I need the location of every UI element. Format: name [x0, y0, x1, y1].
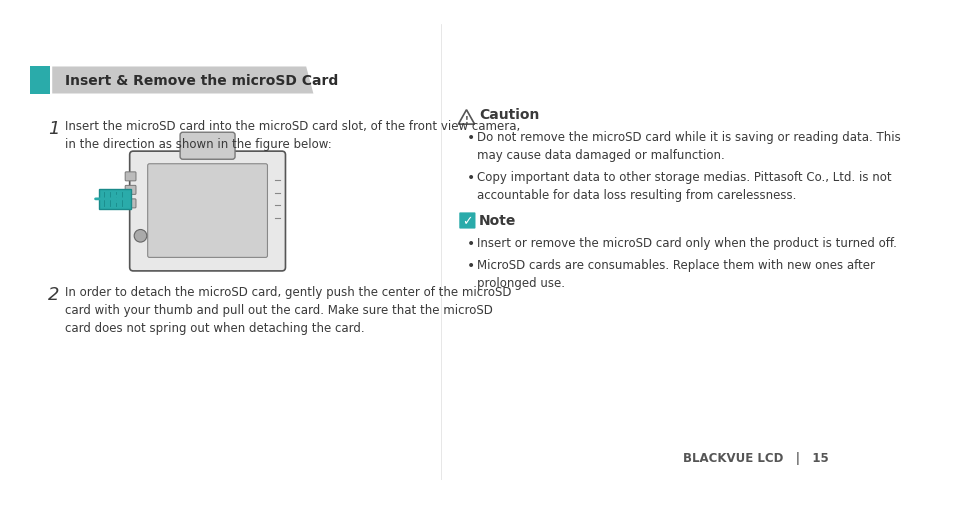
Polygon shape — [52, 67, 313, 94]
Text: Copy important data to other storage medias. Pittasoft Co., Ltd. is not
accounta: Copy important data to other storage med… — [476, 171, 891, 201]
FancyBboxPatch shape — [148, 165, 267, 258]
FancyBboxPatch shape — [125, 199, 136, 209]
Text: ✓: ✓ — [461, 215, 472, 228]
Circle shape — [134, 230, 147, 242]
Text: •: • — [466, 236, 475, 250]
FancyBboxPatch shape — [125, 173, 136, 181]
FancyBboxPatch shape — [458, 213, 475, 229]
Text: BLACKVUE LCD   |   15: BLACKVUE LCD | 15 — [682, 451, 827, 464]
FancyBboxPatch shape — [180, 133, 234, 160]
Text: !: ! — [464, 116, 468, 125]
Text: Insert & Remove the microSD Card: Insert & Remove the microSD Card — [65, 74, 337, 88]
Text: In order to detach the microSD card, gently push the center of the microSD
card : In order to detach the microSD card, gen… — [65, 286, 511, 335]
Text: Insert the microSD card into the microSD card slot, of the front view camera,
in: Insert the microSD card into the microSD… — [65, 120, 519, 150]
Text: 1: 1 — [48, 120, 59, 137]
FancyBboxPatch shape — [130, 152, 285, 271]
Text: MicroSD cards are consumables. Replace them with new ones after
prolonged use.: MicroSD cards are consumables. Replace t… — [476, 259, 874, 290]
Text: •: • — [466, 131, 475, 145]
FancyBboxPatch shape — [30, 67, 50, 94]
Text: Insert or remove the microSD card only when the product is turned off.: Insert or remove the microSD card only w… — [476, 236, 896, 249]
Text: Do not remove the microSD card while it is saving or reading data. This
may caus: Do not remove the microSD card while it … — [476, 131, 900, 162]
FancyBboxPatch shape — [99, 189, 131, 210]
FancyBboxPatch shape — [125, 186, 136, 195]
Text: •: • — [466, 171, 475, 185]
Text: Caution: Caution — [478, 108, 538, 122]
Text: 2: 2 — [48, 286, 59, 304]
Text: Note: Note — [478, 214, 516, 228]
Text: •: • — [466, 259, 475, 273]
